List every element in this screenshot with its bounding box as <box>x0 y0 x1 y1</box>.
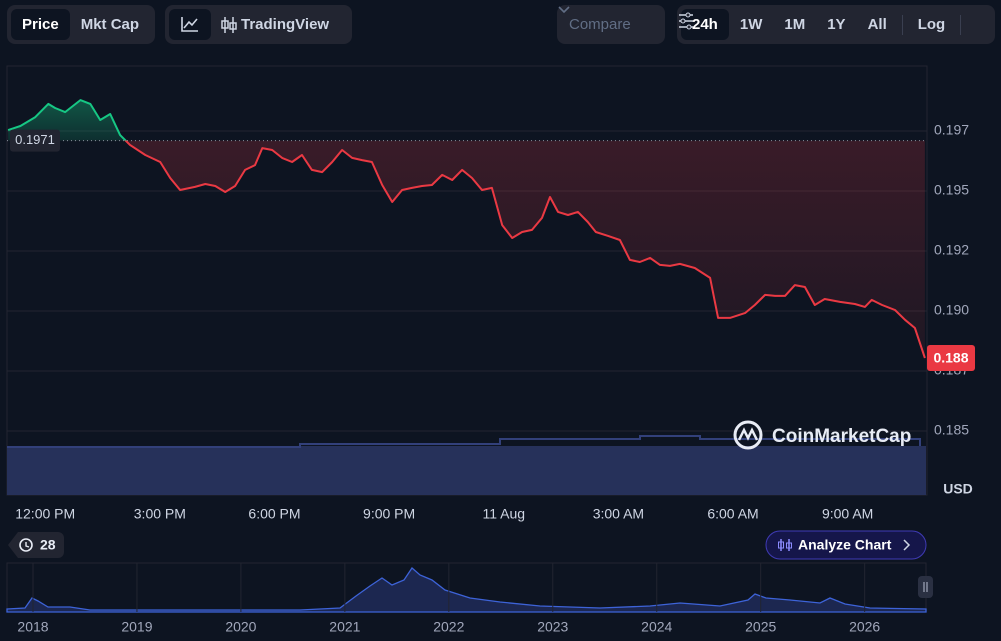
metric-toggle: Price Mkt Cap <box>7 5 155 44</box>
x-tick-label: 12:00 PM <box>15 506 75 522</box>
x-tick-label: 3:00 AM <box>593 506 644 522</box>
navigator <box>6 562 933 613</box>
y-tick-label: 0.185 <box>934 422 969 438</box>
chart-type-toggle: TradingView <box>165 5 352 44</box>
range-button[interactable]: 1Y <box>827 16 846 33</box>
y-tick-label: 0.187 <box>934 362 969 378</box>
log-button[interactable]: Log <box>917 16 946 33</box>
range-button[interactable]: 24h <box>681 9 729 40</box>
settings-icon <box>679 12 693 30</box>
mktcap-button[interactable]: Mkt Cap <box>80 16 140 33</box>
candle-icon <box>221 17 237 33</box>
price-area <box>8 100 925 358</box>
x-tick-label: 6:00 AM <box>707 506 758 522</box>
compare-label: Compare <box>569 16 631 33</box>
plot-frame <box>6 65 928 496</box>
tradingview-label: TradingView <box>241 16 330 33</box>
price-button[interactable]: Price <box>11 9 70 40</box>
x-tick-label: 3:00 PM <box>134 506 186 522</box>
last-price-label: 0.188 <box>933 350 968 366</box>
y-tick-label: 0.195 <box>934 182 969 198</box>
x-tick-label: 2023 <box>537 619 568 635</box>
x-tick-label: 2021 <box>329 619 360 635</box>
settings-button[interactable] <box>679 9 981 40</box>
separator <box>960 14 962 35</box>
plot-layer: 0.197 0.195 0.192 0.190 0.187 0.185 12:00 PM 3:… <box>7 99 975 635</box>
history-badge[interactable]: 28 <box>8 532 64 558</box>
range-button[interactable]: All <box>867 16 887 33</box>
x-tick-label: 2020 <box>225 619 256 635</box>
x-tick-label: 2018 <box>17 619 48 635</box>
range-toggle: 24h 1W 1M 1Y All Log <box>677 5 995 44</box>
x-tick-label: 2024 <box>641 619 672 635</box>
x-tick-label: 11 Aug <box>482 506 525 522</box>
x-tick-label: 6:00 PM <box>248 506 300 522</box>
chevron <box>558 6 570 14</box>
reference-label-box <box>10 129 60 152</box>
volume <box>7 435 926 495</box>
line-chart-button[interactable] <box>169 9 211 40</box>
x-tick-label: 2022 <box>433 619 464 635</box>
x-tick-label: 2026 <box>849 619 880 635</box>
reference-label: 0.1971 <box>15 132 55 147</box>
watermark-text: CoinMarketCap <box>772 426 911 447</box>
analyze-button[interactable]: Analyze Chart <box>765 530 927 560</box>
last-price-box <box>927 344 975 371</box>
y-axis-unit: USD <box>943 481 973 497</box>
price-line <box>7 99 926 359</box>
watermark: CoinMarketCap <box>733 420 911 450</box>
analyze-label: Analyze Chart <box>798 537 892 553</box>
tradingview-button[interactable]: TradingView <box>211 9 340 40</box>
x-tick-label: 2025 <box>745 619 776 635</box>
y-tick-label: 0.192 <box>934 242 969 258</box>
separator <box>901 14 903 35</box>
history-count: 28 <box>40 537 56 553</box>
y-tick-label: 0.190 <box>934 302 969 318</box>
x-tick-label: 9:00 PM <box>363 506 415 522</box>
compare-dropdown[interactable]: Compare <box>557 5 665 44</box>
x-tick-label: 9:00 AM <box>822 506 873 522</box>
line-icon <box>181 17 198 32</box>
range-button[interactable]: 1M <box>784 16 806 33</box>
y-tick-label: 0.197 <box>934 122 969 138</box>
range-button[interactable]: 1W <box>739 16 763 33</box>
x-tick-label: 2019 <box>121 619 152 635</box>
